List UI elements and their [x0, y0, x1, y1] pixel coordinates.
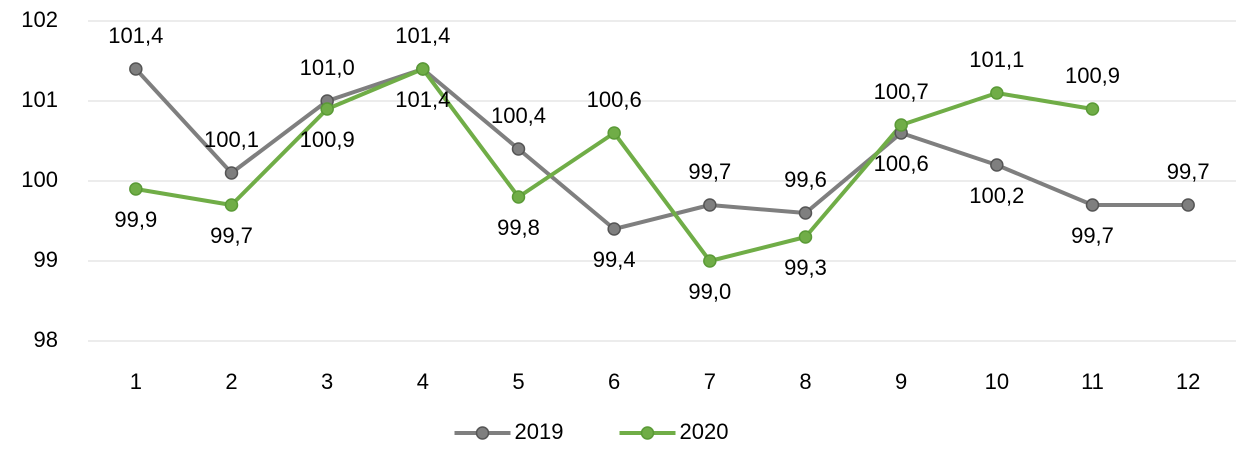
x-tick-label: 6: [608, 369, 620, 394]
point: [703, 198, 717, 212]
data-label: 99,6: [784, 167, 827, 192]
point: [1085, 198, 1100, 212]
data-label: 101,1: [969, 47, 1024, 72]
data-label: 99,7: [688, 159, 731, 184]
data-label: 99,7: [1071, 223, 1114, 248]
data-label: 101,4: [395, 23, 450, 48]
data-label: 100,7: [874, 79, 929, 104]
point: [224, 166, 239, 180]
point: [798, 206, 813, 220]
x-tick-label: 2: [225, 369, 237, 394]
series-line: [134, 67, 1189, 231]
point: [511, 190, 526, 204]
x-tick-label: 12: [1176, 369, 1200, 394]
x-tick-label: 7: [704, 369, 716, 394]
point: [416, 62, 430, 76]
data-label: 101,0: [300, 55, 355, 80]
x-tick-label: 4: [417, 369, 429, 394]
point: [703, 254, 717, 268]
x-tick-label: 5: [512, 369, 524, 394]
y-tick-label: 102: [21, 7, 58, 32]
point: [607, 222, 621, 236]
legend-marker: [640, 426, 655, 440]
legend-marker: [475, 426, 490, 440]
data-label: 99,0: [688, 279, 731, 304]
point: [990, 86, 1004, 100]
data-label: 99,8: [497, 215, 540, 240]
point: [224, 198, 239, 212]
data-label: 101,4: [395, 87, 450, 112]
data-label: 101,4: [108, 23, 163, 48]
data-label: 100,9: [1065, 63, 1120, 88]
legend-label: 2020: [680, 419, 729, 444]
point: [1085, 102, 1100, 116]
data-label: 100,6: [587, 87, 642, 112]
point: [607, 126, 621, 140]
data-label: 100,4: [491, 103, 546, 128]
x-tick-label: 10: [985, 369, 1009, 394]
data-label: 100,6: [874, 151, 929, 176]
x-tick-label: 8: [799, 369, 811, 394]
x-tick-label: 11: [1081, 369, 1104, 394]
data-label: 99,4: [593, 247, 636, 272]
y-tick-label: 101: [21, 87, 58, 112]
data-label: 100,1: [204, 127, 259, 152]
point: [129, 62, 143, 76]
y-tick-label: 100: [21, 167, 58, 192]
point: [990, 158, 1004, 172]
point: [511, 142, 526, 156]
legend-label: 2019: [515, 419, 564, 444]
point: [894, 118, 908, 132]
x-tick-label: 1: [130, 369, 142, 394]
point: [129, 182, 143, 196]
point: [798, 230, 813, 244]
point: [320, 102, 334, 116]
data-label: 100,2: [969, 183, 1024, 208]
data-label: 99,7: [210, 223, 253, 248]
x-tick-label: 3: [321, 369, 333, 394]
data-label: 99,3: [784, 255, 827, 280]
point: [1181, 198, 1195, 212]
data-label: 100,9: [300, 127, 355, 152]
x-tick-label: 9: [895, 369, 907, 394]
y-tick-label: 99: [34, 247, 58, 272]
data-label: 99,9: [114, 207, 157, 232]
y-tick-label: 98: [34, 327, 58, 352]
data-label: 99,7: [1167, 159, 1210, 184]
